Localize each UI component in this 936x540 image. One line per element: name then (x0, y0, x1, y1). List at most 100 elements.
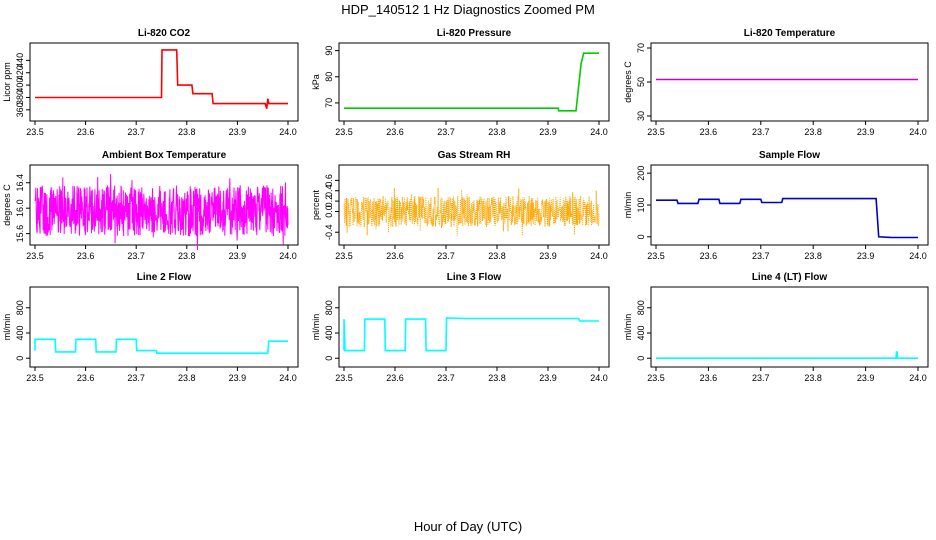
y-tick-label: 0.4 (324, 184, 334, 197)
y-axis-label: Licor ppm (2, 62, 12, 102)
x-tick-label: 24.0 (279, 373, 297, 383)
y-tick-label: 15.6 (15, 225, 25, 243)
y-tick-label: 0 (636, 234, 646, 239)
x-tick-label: 23.5 (26, 251, 44, 261)
x-tick-label: 23.5 (647, 127, 665, 137)
panel-title: Li-820 Temperature (744, 28, 836, 39)
y-tick-label: 90 (324, 46, 334, 56)
x-tick-label: 23.6 (700, 127, 718, 137)
panel-3: Li-820 Temperature degrees C 23.5 23.6 23.7 2… (623, 28, 929, 137)
x-tick-label: 23.7 (437, 127, 455, 137)
panel-title: Line 3 Flow (447, 272, 502, 283)
figure-xlabel: Hour of Day (UTC) (414, 519, 522, 534)
y-tick-label: 440 (15, 53, 25, 68)
x-tick-label: 23.8 (178, 127, 196, 137)
y-tick-label: 200 (636, 166, 646, 181)
x-tick-label: 23.8 (804, 251, 822, 261)
y-tick-label: 70 (636, 43, 646, 53)
panel-2: Li-820 Pressure kPa 23.5 23.6 23.7 23.8 23.9 24… (311, 28, 610, 137)
y-tick-label: 400 (636, 325, 646, 340)
data-series (656, 351, 918, 359)
y-tick-label: 800 (636, 300, 646, 315)
x-tick-label: 23.6 (386, 373, 404, 383)
y-axis-label: ml/min (623, 192, 633, 219)
figure-title: HDP_140512 1 Hz Diagnostics Zoomed PM (341, 2, 595, 17)
x-tick-label: 23.9 (857, 373, 875, 383)
x-tick-label: 23.5 (647, 373, 665, 383)
x-tick-label: 23.7 (127, 127, 145, 137)
x-tick-label: 23.5 (335, 373, 353, 383)
panel-title: Gas Stream RH (438, 150, 511, 161)
panel-title: Line 2 Flow (137, 272, 192, 283)
data-series (343, 317, 599, 352)
data-series (656, 197, 918, 239)
x-tick-label: 23.9 (539, 251, 557, 261)
x-tick-label: 23.6 (77, 127, 95, 137)
data-series (35, 49, 288, 109)
x-tick-label: 23.8 (488, 127, 506, 137)
data-series (343, 187, 600, 236)
x-tick-label: 23.8 (178, 373, 196, 383)
y-tick-label: 380 (15, 90, 25, 105)
x-tick-label: 24.0 (590, 251, 608, 261)
plot-frame (650, 164, 929, 246)
x-tick-label: 23.7 (437, 251, 455, 261)
y-tick-label: 16.4 (15, 174, 25, 192)
x-tick-label: 23.6 (77, 373, 95, 383)
x-tick-label: 23.7 (127, 373, 145, 383)
x-tick-label: 23.7 (752, 251, 770, 261)
x-tick-label: 23.8 (804, 373, 822, 383)
x-tick-label: 23.8 (804, 127, 822, 137)
y-tick-label: 0.6 (324, 174, 334, 187)
x-tick-label: 23.8 (488, 251, 506, 261)
plot-frame (29, 42, 299, 122)
y-axis-label: ml/min (311, 314, 321, 341)
data-series (34, 173, 289, 251)
x-tick-label: 24.0 (909, 251, 927, 261)
x-tick-label: 24.0 (279, 127, 297, 137)
x-tick-label: 23.7 (437, 373, 455, 383)
x-tick-label: 23.7 (127, 251, 145, 261)
plot-frame (650, 42, 929, 122)
plot-frame (338, 164, 610, 246)
y-tick-label: 80 (324, 72, 334, 82)
plot-frame (29, 286, 299, 368)
x-tick-label: 23.6 (386, 251, 404, 261)
y-tick-label: 70 (324, 98, 334, 108)
x-tick-label: 23.5 (647, 251, 665, 261)
y-tick-label: 400 (15, 78, 25, 93)
y-tick-label: -0.4 (324, 224, 334, 240)
x-tick-label: 23.7 (752, 373, 770, 383)
y-tick-label: 800 (324, 300, 334, 315)
x-tick-label: 23.9 (229, 127, 247, 137)
x-tick-label: 23.9 (229, 251, 247, 261)
y-tick-label: 400 (324, 325, 334, 340)
x-tick-label: 23.6 (700, 373, 718, 383)
panel-6: Sample Flow ml/min 23.5 23.6 23.7 23.8 23.9 24.… (623, 150, 929, 261)
x-tick-label: 23.8 (488, 373, 506, 383)
x-tick-label: 24.0 (590, 373, 608, 383)
plot-frame (29, 164, 299, 246)
x-tick-label: 23.8 (178, 251, 196, 261)
y-tick-label: 0 (636, 356, 646, 361)
x-tick-label: 23.9 (539, 127, 557, 137)
x-tick-label: 23.5 (26, 127, 44, 137)
panel-8: Line 3 Flow ml/min 23.5 23.6 23.7 23.8 23.9 24.… (311, 272, 610, 383)
x-tick-label: 23.7 (752, 127, 770, 137)
x-tick-label: 23.9 (229, 373, 247, 383)
y-tick-label: 100 (636, 197, 646, 212)
y-tick-label: 50 (636, 77, 646, 87)
y-tick-label: 0 (15, 356, 25, 361)
y-tick-label: 360 (15, 102, 25, 117)
x-tick-label: 23.9 (857, 251, 875, 261)
y-tick-label: 0 (324, 356, 334, 361)
x-tick-label: 23.6 (386, 127, 404, 137)
data-series (34, 338, 288, 354)
panel-4: Ambient Box Temperature degrees C 23.5 23.6… (2, 150, 299, 261)
panel-5: Gas Stream RH percent 23.5 23.6 23.7 23.8 23.9… (311, 150, 610, 261)
panel-title: Sample Flow (759, 150, 820, 161)
plot-frame (338, 286, 610, 368)
x-tick-label: 23.6 (700, 251, 718, 261)
y-tick-label: 400 (15, 325, 25, 340)
